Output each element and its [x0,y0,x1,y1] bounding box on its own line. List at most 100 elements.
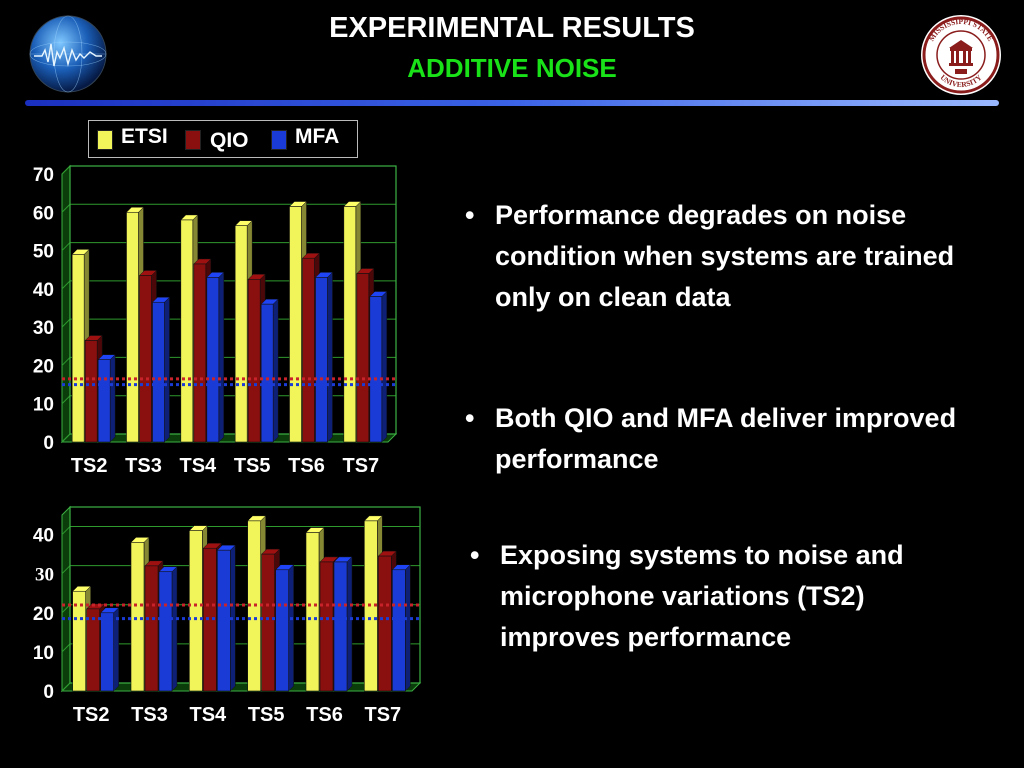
x-tick-label: TS7 [342,455,379,477]
gridline-side [61,242,71,251]
gridline-side [61,565,71,575]
bar-qio-ts6 [319,561,334,692]
y-tick-label: 40 [33,526,54,547]
bar-etsi-ts3 [130,542,145,692]
x-tick-label: TS3 [131,704,168,726]
bar-qio-ts3 [139,275,152,443]
bar-side [288,564,294,692]
y-tick-label: 50 [33,242,54,263]
bar-etsi-ts3 [126,211,139,443]
bar-qio-ts5 [261,553,275,692]
gridline-side [61,165,71,175]
bar-mfa-ts6 [333,561,348,692]
bar-etsi-ts2 [71,254,85,443]
y-tick-label: 20 [33,356,54,377]
bar-chart-1: 0 10 20 30 40 50 60 70 TS2 TS3 TS4 TS5 TS6 TS7 [33,164,398,477]
bullet-text-3: Exposing systems to noise and microphone… [500,540,904,652]
bar-mfa-ts4 [206,277,220,443]
bar-mfa-ts5 [275,569,289,692]
gridline-side [61,643,71,653]
bar-side [346,556,353,692]
bar-mfa-ts3 [152,301,165,443]
x-tick-label: TS6 [288,455,325,477]
globe-logo [29,15,107,93]
bar-qio-ts4 [193,263,207,443]
chart-back-wall [69,165,397,435]
x-tick-label: TS5 [248,704,285,726]
gridline-side [61,318,71,328]
y-tick-label: 30 [35,565,54,586]
gridline-side [61,395,71,405]
bar-side [218,271,225,443]
bar-mfa-ts7 [392,569,406,692]
x-tick-label: TS7 [364,704,401,726]
chart-side-wall [61,505,71,693]
slide-title: EXPERIMENTAL RESULTS [329,12,695,44]
bar-side [171,566,178,692]
gridline-side [61,526,71,535]
chart-back-wall [69,506,421,684]
legend-swatch-etsi [97,130,113,150]
y-tick-label: 70 [33,165,54,186]
bar-etsi-ts7 [343,206,357,443]
y-tick-label: 40 [33,280,54,301]
y-tick-label: 10 [33,643,54,664]
bar-etsi-ts4 [180,219,194,443]
legend-swatch-qio [185,130,201,150]
legend-label-etsi: ETSI [121,125,168,148]
bar-qio-ts7 [378,555,392,692]
bar-qio-ts5 [247,278,261,443]
bar-side [327,271,333,443]
gridline-side [61,682,71,692]
y-tick-label: 0 [43,433,54,454]
bar-mfa-ts2 [100,612,114,692]
bar-qio-ts2 [84,340,98,443]
gridline-side [61,357,71,366]
x-tick-label: TS3 [125,455,162,477]
bar-qio-ts7 [356,273,370,443]
bar-qio-ts4 [203,547,217,692]
x-tick-label: TS4 [189,704,227,726]
bar-side [381,290,388,443]
bar-etsi-ts2 [72,590,86,692]
bar-side [113,607,119,692]
legend-swatch-mfa [271,130,287,150]
bar-qio-ts3 [144,565,159,692]
chart-side-wall [61,164,71,444]
bar-etsi-ts5 [234,225,248,443]
bar-qio-ts6 [302,257,315,443]
legend-label-mfa: MFA [295,125,340,148]
bar-mfa-ts4 [217,549,231,692]
bar-mfa-ts3 [158,571,173,692]
bar-qio-ts2 [86,608,100,692]
slide-subtitle: ADDITIVE NOISE [407,53,617,83]
gridline-side [61,203,71,213]
bar-etsi-ts6 [289,206,302,443]
bar-side [164,296,170,443]
university-seal: MISSISSIPPI STATE UNIVERSITY [921,15,1001,95]
bar-etsi-ts6 [305,532,320,692]
y-tick-label: 10 [33,395,54,416]
x-tick-label: TS6 [306,704,343,726]
legend-label-qio: QIO [210,129,249,152]
gridline-side [61,433,71,443]
bar-side [405,564,411,692]
y-tick-label: 60 [33,203,54,224]
bullet-text-1: Performance degrades on noise condition … [495,200,955,312]
title-divider [25,100,999,106]
bullet-text-2: Both QIO and MFA deliver improved perfor… [495,403,957,474]
gridline-side [61,280,71,290]
bar-mfa-ts2 [97,359,111,443]
x-tick-label: TS2 [71,455,108,477]
bar-etsi-ts4 [189,530,203,692]
y-tick-label: 20 [33,604,54,625]
y-tick-label: 30 [33,318,54,339]
bar-side [272,298,279,443]
bar-mfa-ts7 [369,296,383,443]
x-tick-label: TS5 [234,455,271,477]
bar-mfa-ts6 [315,277,328,443]
bar-chart-2: 0 10 20 30 40 TS2 TS3 TS4 TS5 TS6 TS7 [33,505,422,726]
bar-mfa-ts5 [260,303,274,443]
bar-side [109,354,116,443]
y-tick-label: 0 [43,682,54,703]
